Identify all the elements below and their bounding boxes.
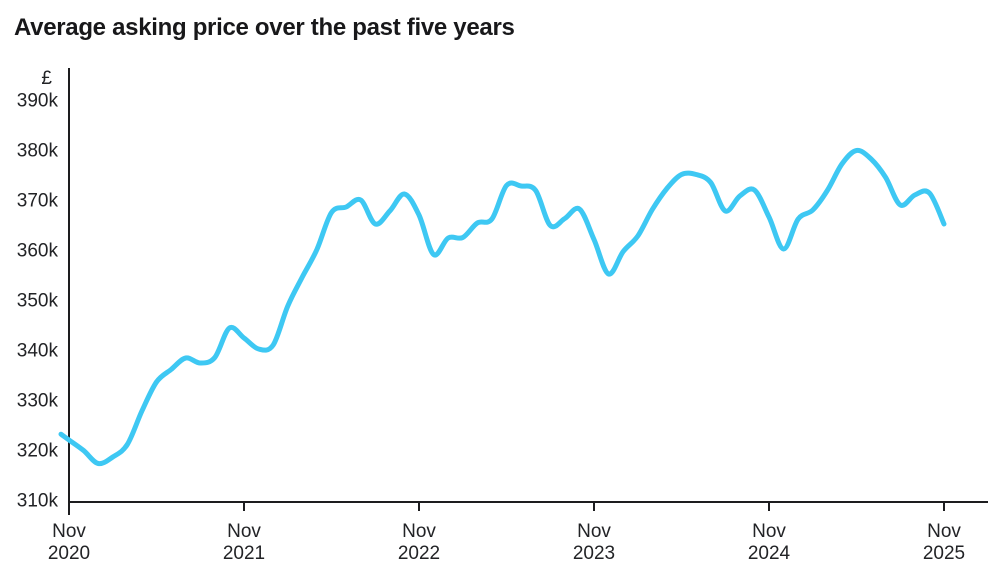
asking-price-line xyxy=(58,147,947,467)
x-tick-label-month: Nov xyxy=(752,521,786,542)
x-tick-label-month: Nov xyxy=(927,521,961,542)
y-tick-label: 370k xyxy=(17,191,59,212)
y-tick-label: 340k xyxy=(17,341,59,362)
y-tick-label: 310k xyxy=(17,491,59,512)
x-tick-label-year: 2025 xyxy=(923,543,965,564)
x-tick-label-month: Nov xyxy=(52,521,86,542)
x-tick-label-year: 2020 xyxy=(48,543,90,564)
x-tick-label-month: Nov xyxy=(227,521,261,542)
y-tick-label: 390k xyxy=(17,91,59,112)
y-tick-label: 360k xyxy=(17,241,59,262)
x-tick-label-year: 2022 xyxy=(398,543,440,564)
x-tick-label-year: 2021 xyxy=(223,543,265,564)
y-tick-label: 350k xyxy=(17,291,59,312)
x-tick-label-year: 2023 xyxy=(573,543,615,564)
x-tick-label-month: Nov xyxy=(402,521,436,542)
x-tick-label-year: 2024 xyxy=(748,543,791,564)
chart-title: Average asking price over the past five … xyxy=(14,14,515,41)
y-tick-label: 330k xyxy=(17,391,59,412)
y-tick-label: 320k xyxy=(17,441,59,462)
x-tick-label-month: Nov xyxy=(577,521,611,542)
y-axis-unit-label: £ xyxy=(41,68,52,89)
y-tick-label: 380k xyxy=(17,141,59,162)
